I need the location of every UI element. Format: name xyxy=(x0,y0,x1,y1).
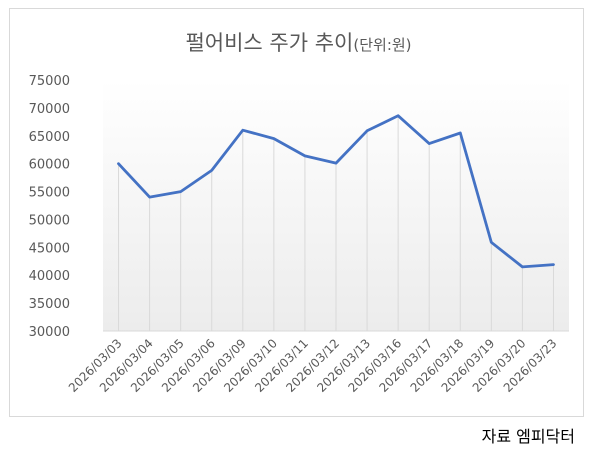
x-axis-tick-labels: 2026/03/032026/03/042026/03/052026/03/06… xyxy=(66,336,560,395)
y-tick-label: 30000 xyxy=(29,325,70,340)
y-tick-label: 50000 xyxy=(29,213,70,228)
y-tick-label: 45000 xyxy=(29,241,70,256)
series-line xyxy=(117,114,555,269)
chart-title-main: 펄어비스 주가 추이 xyxy=(185,31,354,55)
y-tick-label: 55000 xyxy=(29,186,70,201)
y-tick-label: 70000 xyxy=(29,102,70,117)
y-tick-label: 75000 xyxy=(29,74,70,89)
y-axis-tick-labels: 30000 35000 40000 45000 50000 55000 60000 65000… xyxy=(29,74,70,340)
y-tick-label: 60000 xyxy=(29,158,70,173)
source-caption: 자료 엠피닥터 xyxy=(481,427,575,446)
chart-title: 펄어비스 주가 추이(단위:원) xyxy=(0,27,597,57)
y-tick-label: 65000 xyxy=(29,130,70,145)
chart-title-unit: (단위:원) xyxy=(353,36,412,54)
y-tick-label: 40000 xyxy=(29,269,70,284)
drop-lines xyxy=(118,115,554,331)
y-tick-label: 35000 xyxy=(29,297,70,312)
